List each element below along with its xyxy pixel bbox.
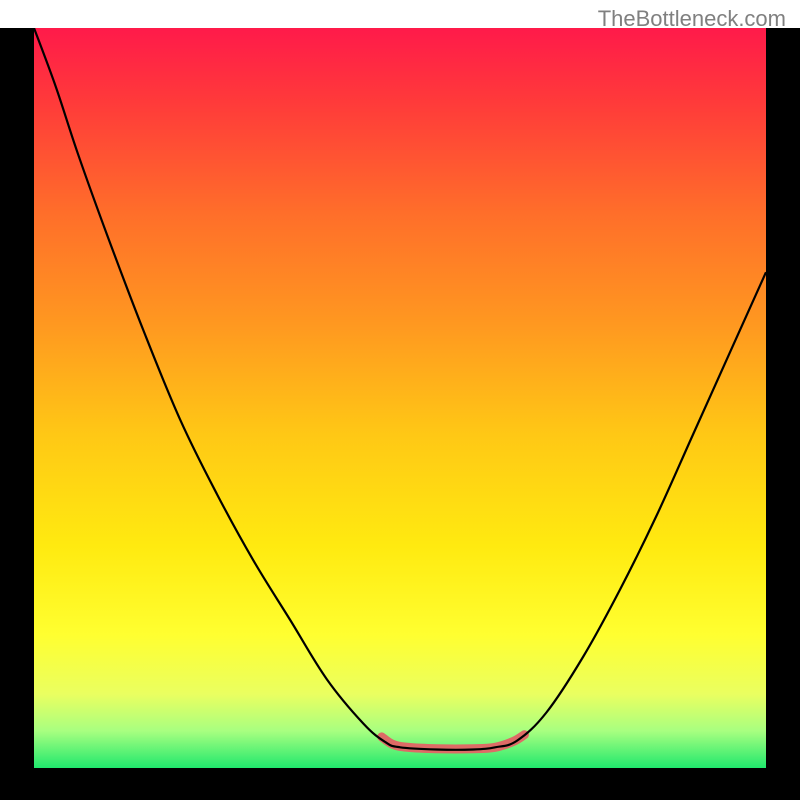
chart-frame bbox=[0, 28, 800, 800]
bottleneck-curve bbox=[34, 28, 766, 750]
curve-layer bbox=[34, 28, 766, 768]
plot-area bbox=[34, 28, 766, 768]
frame-border-right bbox=[766, 28, 800, 768]
frame-border-bottom bbox=[0, 768, 800, 800]
watermark-text: TheBottleneck.com bbox=[598, 6, 786, 32]
frame-border-left bbox=[0, 28, 34, 768]
